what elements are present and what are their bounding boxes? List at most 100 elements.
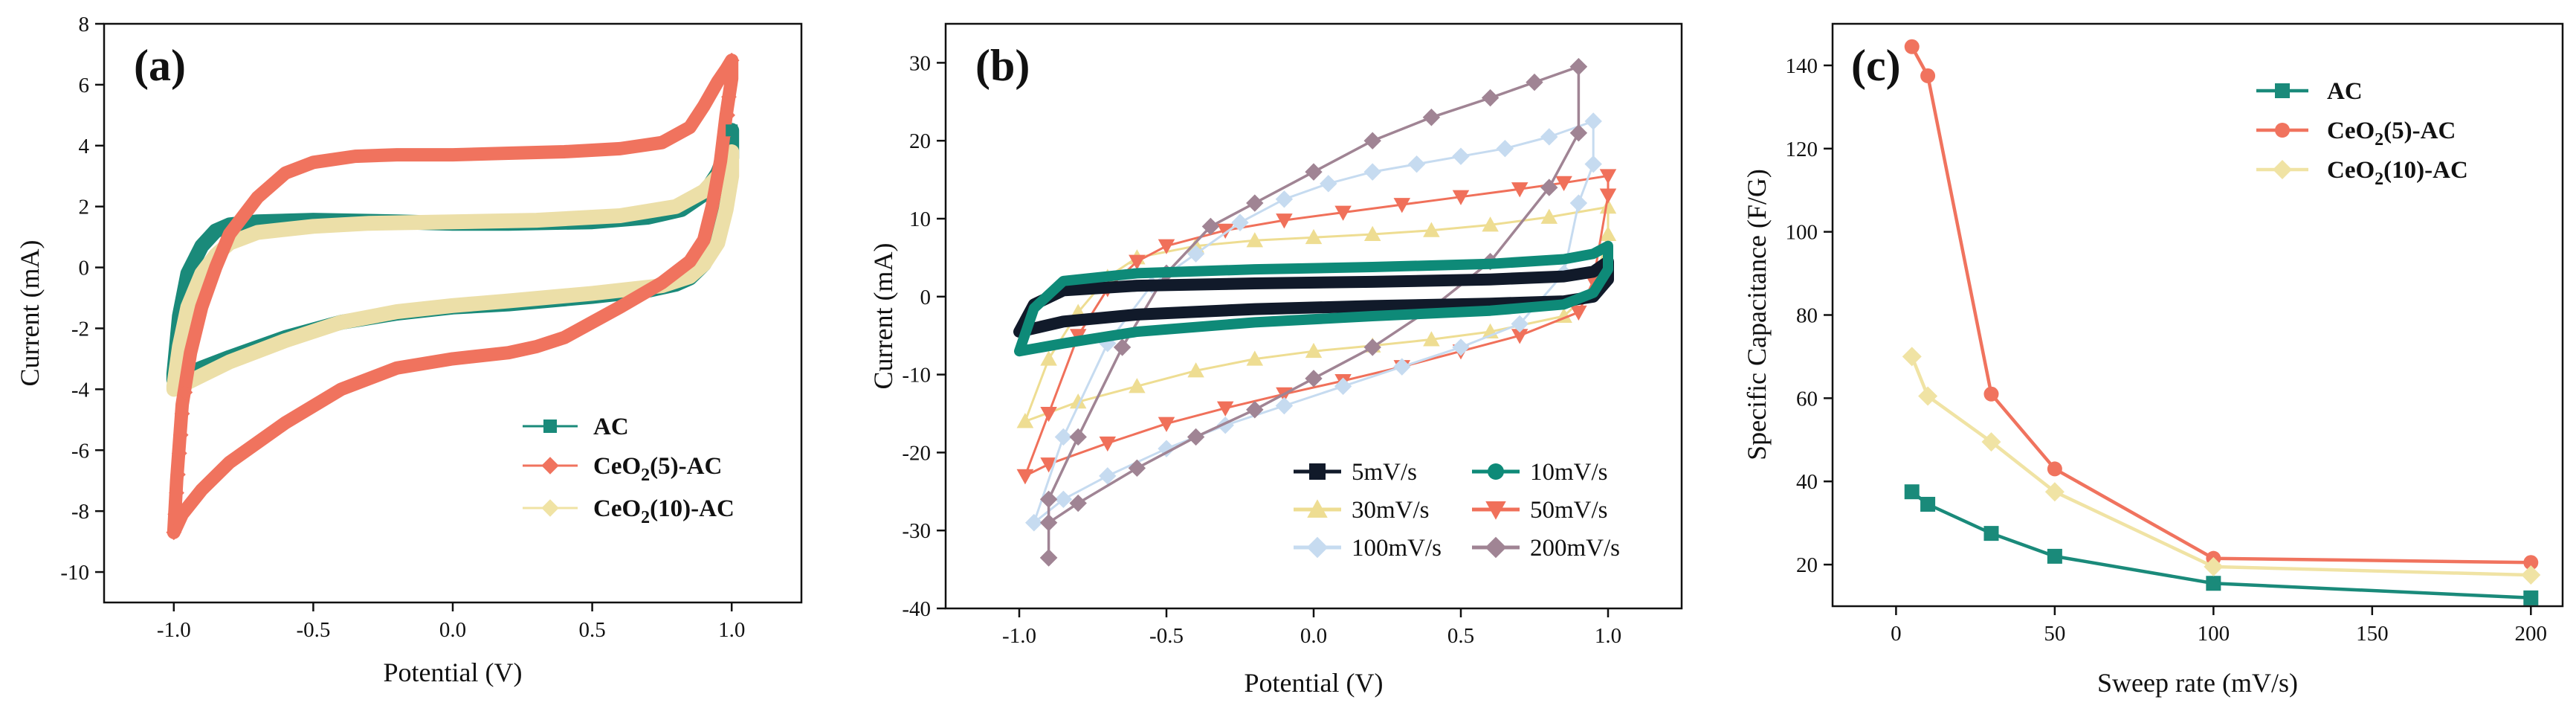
sweep-200mv-s-loop-point xyxy=(1481,89,1500,107)
panel-b-ticks: -1.0 -0.5 0.0 0.5 1.0 -40 -30 -20 -10 0 10 20 30 xyxy=(902,51,1621,648)
legend-label-suffix: (5)-AC xyxy=(2383,118,2456,144)
sweep-200mv-s-loop-point xyxy=(1039,514,1058,532)
sweep-100mv-s-loop-point xyxy=(1275,190,1294,208)
panel-a-y-axis-title: Current (mA) xyxy=(15,240,45,387)
sweep-50mv-s-loop-point xyxy=(1016,469,1034,485)
ceo2-5-edge-point xyxy=(169,485,184,501)
sweep-100mv-s-loop-point xyxy=(1452,147,1470,165)
sweep-100mv-s-loop-point xyxy=(1407,155,1426,173)
panel-a-y-tick-label: -2 xyxy=(71,317,89,341)
sweep-200mv-s-loop-point xyxy=(1039,549,1058,567)
panel-c-x-axis-title: Sweep rate (mV/s) xyxy=(2097,668,2298,698)
data-point-ac xyxy=(1920,496,1936,512)
panel-b-label: (b) xyxy=(975,41,1030,90)
sweep-50mv-s-loop-point xyxy=(1511,329,1529,344)
sweep-100mv-s-loop-point xyxy=(1363,163,1381,181)
panel-a-y-tick-label: 2 xyxy=(79,196,90,219)
panel-c-ticks: 0 50 100 150 200 20 40 60 80 100 120 140 xyxy=(1786,54,2548,646)
legend-label-main: CeO xyxy=(2327,157,2375,184)
sweep-100mv-s-loop-point xyxy=(1216,417,1234,434)
sweep-50mv-s-loop-point xyxy=(1276,213,1293,229)
panel-c-y-tick-label: 140 xyxy=(1786,54,1818,78)
legend-marker xyxy=(1488,463,1504,480)
sweep-200mv-s-loop-point xyxy=(1113,338,1132,356)
sweep-30mv-s-loop-point xyxy=(1423,222,1440,237)
sweep-100mv-s-loop-point xyxy=(1320,175,1337,193)
ceo2-5-edge-point xyxy=(722,71,738,87)
sweep-100mv-s-loop-point xyxy=(1231,213,1249,231)
legend-label: 200mV/s xyxy=(1530,535,1620,562)
panel-b-y-tick-label: 20 xyxy=(909,129,931,153)
legend-marker xyxy=(1485,501,1506,520)
data-point-ceo2-5 xyxy=(1920,68,1936,83)
panel-c-y-tick-label: 60 xyxy=(1796,387,1818,411)
panel-b-y-tick-label: -30 xyxy=(902,519,931,543)
ac-loop-curve xyxy=(166,123,740,388)
sweep-100mv-s-loop-point xyxy=(1275,396,1294,415)
legend-label: 100mV/s xyxy=(1352,535,1442,562)
series-line-ac xyxy=(1911,490,2531,600)
panel-b-x-tick-label: -0.5 xyxy=(1149,624,1184,648)
panel-c-frame xyxy=(1831,22,2564,608)
panel-b-x-axis-title: Potential (V) xyxy=(1245,668,1384,698)
panel-b-y-tick-label: -10 xyxy=(902,364,931,388)
legend-marker xyxy=(1485,536,1507,559)
sweep-30mv-s-loop-point xyxy=(1599,199,1617,214)
data-point-ac xyxy=(2047,548,2062,564)
ceo2-5-edge-point xyxy=(166,524,182,541)
sweep-200mv-s-loop-point xyxy=(1569,57,1588,76)
sweep-50mv-s-loop-point xyxy=(1334,205,1352,221)
data-point-ceo2-10 xyxy=(1981,432,2001,452)
data-point-ceo2-5 xyxy=(2523,555,2539,570)
legend-label-subscript: 2 xyxy=(641,508,650,527)
panel-b-legend: 5mV/s 10mV/s 30mV/s 50mV/s 100mV/s 200mV/s xyxy=(1294,459,1620,562)
ceo2-5-edge-point xyxy=(170,466,186,483)
legend-label: 50mV/s xyxy=(1530,497,1608,524)
panel-a-y-tick-label: -10 xyxy=(60,561,89,585)
sweep-100mv-s-loop-point xyxy=(1540,128,1558,146)
sweep-50mv-s-loop-point xyxy=(1129,254,1146,270)
legend-marker xyxy=(2275,83,2290,98)
sweep-30mv-s-loop-point xyxy=(1305,228,1323,245)
sweep-30mv-s-loop-point xyxy=(1129,378,1146,393)
data-point-ac xyxy=(2523,590,2539,605)
sweep-30mv-s-loop-point xyxy=(1016,413,1034,428)
panel-c-legend: AC CeO2(5)-AC CeO2(10)-AC xyxy=(2256,78,2468,189)
sweep-200mv-s-loop-point xyxy=(1569,124,1588,142)
sweep-100mv-s-loop-point xyxy=(1187,245,1205,263)
panel-c-y-tick-label: 20 xyxy=(1796,553,1818,577)
legend-marker xyxy=(1306,536,1329,559)
sweep-100mv-s-loop-point xyxy=(1496,139,1514,158)
legend-marker xyxy=(541,457,559,475)
sweep-200mv-s-loop-point xyxy=(1246,194,1264,212)
panel-b-x-tick-label: -1.0 xyxy=(1002,624,1036,648)
legend-label-subscript: 2 xyxy=(641,466,650,485)
sweep-100mv-s-loop-point xyxy=(1584,112,1602,130)
legend-label: AC xyxy=(2327,78,2363,105)
data-point-ceo2-10 xyxy=(2204,556,2224,576)
data-point-ac xyxy=(1983,526,1999,541)
panel-b-x-tick-label: 0.0 xyxy=(1300,624,1327,648)
data-point-ceo2-10 xyxy=(2044,482,2065,502)
sweep-200mv-s-loop-point xyxy=(1363,132,1381,150)
sweep-100mv-s-loop-point xyxy=(1393,358,1411,376)
sweep-100mv-s-loop-point xyxy=(1054,428,1073,446)
data-point-ceo2-5 xyxy=(2047,461,2062,477)
sweep-50mv-s-loop-point xyxy=(1452,190,1470,205)
panel-c-y-tick-label: 120 xyxy=(1786,138,1818,161)
sweep-50mv-s-loop-point xyxy=(1599,169,1617,184)
sweep-50mv-s-loop-point xyxy=(1555,176,1572,192)
legend-label-main: AC xyxy=(2327,78,2363,105)
legend-label: CeO2(5)-AC xyxy=(2327,118,2456,150)
legend-label: CeO2(10)-AC xyxy=(2327,157,2468,189)
panel-a-x-tick-label: 1.0 xyxy=(718,618,745,642)
panel-b-y-tick-label: -40 xyxy=(902,597,931,621)
sweep-30mv-s-loop-point xyxy=(1599,225,1617,241)
legend-label-subscript: 2 xyxy=(2375,130,2383,150)
ceo2-5-edge-point xyxy=(721,89,737,105)
panel-b-y-tick-label: 0 xyxy=(920,286,932,309)
panel-c: 0 50 100 150 200 20 40 60 80 100 120 140 (c) Sweep … xyxy=(1742,22,2564,698)
legend-label-main: CeO xyxy=(593,495,641,522)
data-point-ceo2-10 xyxy=(2521,565,2541,585)
